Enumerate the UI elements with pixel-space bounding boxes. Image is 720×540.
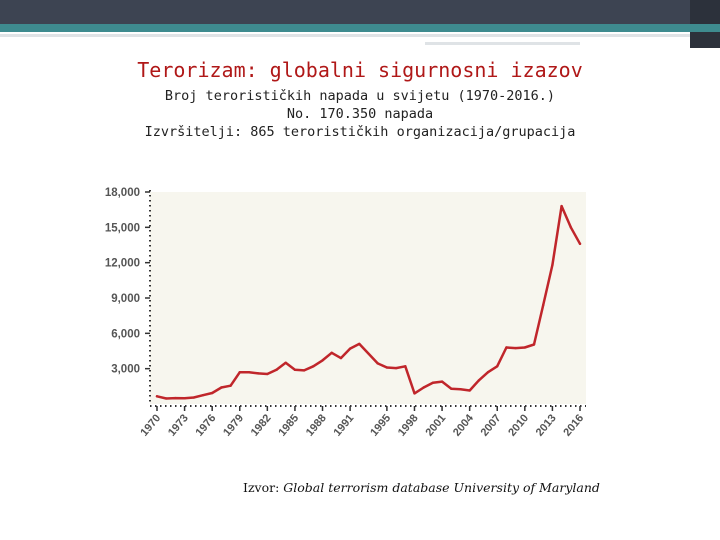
- data-point: [496, 365, 499, 368]
- data-point: [164, 397, 168, 400]
- x-tick-label: 1979: [221, 412, 246, 438]
- data-point: [238, 371, 241, 374]
- source-label: Izvor:: [243, 480, 280, 495]
- data-point: [569, 226, 573, 229]
- source-text: Global terrorism database University of …: [283, 480, 600, 495]
- data-point: [505, 346, 508, 349]
- y-tick-label: 6,000: [111, 328, 140, 340]
- y-tick-label: 3,000: [111, 364, 140, 376]
- data-point: [385, 366, 389, 369]
- data-point: [256, 372, 260, 375]
- x-tick-label: 1973: [166, 412, 191, 438]
- data-point: [183, 397, 186, 400]
- data-point: [394, 366, 398, 370]
- data-point: [404, 365, 407, 368]
- data-point: [293, 368, 297, 372]
- slide-title: Terorizam: globalni sigurnosni izazov: [137, 58, 583, 82]
- data-point: [174, 396, 177, 400]
- x-tick-label: 1998: [396, 412, 421, 438]
- data-point: [229, 384, 232, 387]
- x-tick-label: 2007: [479, 412, 504, 438]
- data-point: [542, 303, 545, 307]
- x-tick-label: 1985: [276, 412, 301, 438]
- x-tick-label: 2001: [423, 412, 448, 438]
- y-tick-label: 9,000: [111, 293, 140, 305]
- subtitle-perpetrators: Izvršitelji: 865 terorističkih organizac…: [144, 124, 576, 140]
- data-point: [266, 372, 269, 376]
- data-point: [578, 242, 582, 246]
- subtitle-total-attacks: No. 170.350 napada: [286, 106, 434, 122]
- data-point: [284, 361, 287, 364]
- data-point: [330, 351, 333, 354]
- x-tick-label: 1976: [194, 412, 219, 438]
- x-tick-label: 2010: [506, 412, 531, 438]
- plot-background: [150, 192, 586, 404]
- data-point: [339, 356, 343, 360]
- x-tick-label: 1991: [331, 412, 356, 438]
- data-point: [523, 346, 527, 349]
- x-tick-label: 1982: [249, 412, 274, 438]
- data-point: [201, 393, 205, 397]
- data-point: [376, 362, 379, 365]
- data-point: [247, 371, 251, 374]
- data-point: [551, 263, 554, 267]
- data-point: [560, 204, 563, 208]
- data-point: [348, 347, 352, 350]
- x-tick-label: 2004: [451, 412, 476, 439]
- data-point: [312, 365, 315, 368]
- data-point: [192, 396, 195, 399]
- x-tick-label: 2016: [561, 412, 586, 438]
- x-tick-label: 2013: [534, 412, 559, 438]
- top-accent-stripe: [0, 24, 720, 32]
- data-point: [220, 386, 223, 389]
- data-point: [210, 391, 214, 395]
- data-point: [321, 359, 324, 362]
- data-point: [459, 388, 462, 391]
- data-point: [275, 368, 278, 372]
- subtitle-attack-count: Broj terorističkih napada u svijetu (197…: [164, 88, 556, 104]
- y-tick-label: 18,000: [105, 187, 140, 199]
- source-note: Izvor: Global terrorism database Univers…: [243, 480, 600, 495]
- y-tick-label: 12,000: [105, 258, 140, 270]
- data-point: [431, 381, 435, 384]
- x-tick-label: 1995: [368, 412, 393, 438]
- data-point: [532, 343, 536, 346]
- data-point: [468, 389, 471, 392]
- top-banner-bar: [0, 0, 720, 24]
- data-point: [155, 395, 159, 398]
- x-tick-label: 1970: [138, 412, 163, 438]
- data-point: [422, 386, 425, 389]
- series-line-attacks: [155, 204, 582, 400]
- data-point: [477, 379, 481, 382]
- data-point: [302, 369, 306, 372]
- y-tick-label: 15,000: [105, 222, 140, 234]
- data-point: [413, 392, 416, 395]
- data-point: [440, 380, 444, 383]
- top-divider-line-short: [425, 42, 580, 45]
- data-point: [514, 346, 517, 350]
- data-point: [358, 342, 361, 346]
- data-point: [486, 371, 490, 374]
- x-tick-label: 1988: [304, 412, 329, 438]
- data-point: [450, 387, 453, 390]
- top-divider-line: [0, 34, 690, 37]
